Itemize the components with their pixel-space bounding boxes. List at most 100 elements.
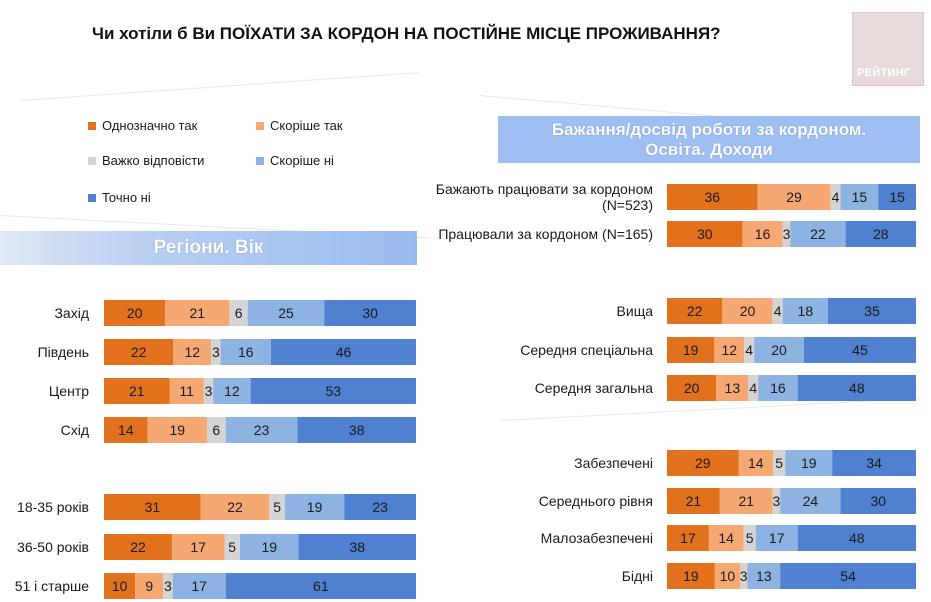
bar-segment — [147, 417, 207, 443]
bar-segment — [165, 300, 230, 326]
bar-segment — [803, 337, 916, 363]
category-label: 51 і старше — [15, 578, 90, 594]
data-label: 4 — [832, 189, 840, 205]
data-label: 19 — [683, 342, 699, 358]
legend-label-1: Скоріше так — [270, 118, 343, 133]
data-label: 20 — [771, 342, 787, 358]
data-label: 21 — [686, 493, 702, 509]
data-label: 22 — [227, 499, 243, 515]
data-label: 25 — [278, 305, 294, 321]
bar-segment — [239, 534, 299, 560]
bar-segment — [742, 221, 783, 247]
bar-segment — [203, 378, 214, 404]
data-label: 17 — [190, 539, 206, 555]
category-label: 36-50 років — [17, 539, 89, 555]
data-label: 23 — [254, 422, 270, 438]
data-label: 22 — [810, 226, 826, 242]
bar-segment — [758, 375, 798, 401]
data-label: 22 — [131, 344, 147, 360]
category-label: Вища — [617, 303, 654, 319]
bar-segment — [104, 573, 136, 599]
data-label: 5 — [775, 455, 783, 471]
data-label: 19 — [307, 499, 323, 515]
data-label: 21 — [190, 305, 206, 321]
bar-segment — [772, 488, 781, 514]
bar-segment — [284, 494, 345, 520]
data-label: 38 — [349, 422, 365, 438]
bar-segment — [667, 450, 739, 476]
bar-segment — [271, 339, 416, 365]
data-label: 5 — [746, 530, 754, 546]
data-label: 53 — [326, 383, 342, 399]
data-label: 30 — [362, 305, 378, 321]
bar-segment — [229, 300, 248, 326]
bar-segment — [722, 298, 773, 324]
data-label: 6 — [235, 305, 243, 321]
data-label: 3 — [773, 493, 781, 509]
bar-segment — [780, 488, 841, 514]
data-label: 48 — [849, 530, 865, 546]
bar-segment — [840, 184, 879, 210]
legend-label-2: Важко відповісти — [102, 153, 205, 168]
data-label: 16 — [755, 226, 771, 242]
bar-segment — [797, 525, 916, 551]
data-label: 34 — [866, 455, 882, 471]
data-label: 3 — [212, 344, 220, 360]
category-label: Працювали за кордоном (N=165) — [438, 226, 653, 242]
data-label: 14 — [748, 455, 764, 471]
legend-swatch-3 — [256, 156, 264, 165]
chart-legend: Однозначно так Скоріше так Важко відпові… — [88, 112, 388, 212]
data-label: 21 — [129, 383, 145, 399]
bar-segment — [200, 494, 270, 520]
bar-segment — [667, 298, 723, 324]
bar-segment — [213, 378, 251, 404]
bar-segment — [714, 337, 745, 363]
data-label: 10 — [720, 568, 736, 584]
data-label: 9 — [145, 578, 153, 594]
category-label: Південь — [38, 344, 89, 360]
data-label: 13 — [725, 380, 741, 396]
category-label: Забезпечені — [574, 455, 653, 471]
data-label: 38 — [350, 539, 366, 555]
category-label: Середнього рівня — [539, 493, 653, 509]
bar-segment — [225, 573, 416, 599]
bar-segment — [211, 339, 221, 365]
bar-segment — [797, 375, 916, 401]
bar-segment — [782, 221, 791, 247]
data-label: 12 — [184, 344, 200, 360]
bar-segment — [830, 184, 841, 210]
category-label: Бажають працювати за кордоном (N=523) — [436, 181, 653, 213]
data-label: 21 — [738, 493, 754, 509]
data-label: 3 — [205, 383, 213, 399]
data-label: 4 — [745, 342, 753, 358]
legend-swatch-4 — [88, 193, 96, 202]
bar-segment — [104, 534, 172, 560]
bar-segment — [667, 375, 717, 401]
data-label: 18 — [798, 303, 814, 319]
legend-label-0: Однозначно так — [102, 118, 198, 133]
category-label: Схід — [61, 422, 89, 438]
category-label: Захід — [54, 305, 89, 321]
bar-segment — [878, 184, 916, 210]
bar-segment — [827, 298, 916, 324]
bar-segment — [772, 298, 783, 324]
bar-segment — [206, 417, 226, 443]
bar-segment — [790, 221, 846, 247]
bar-segment — [747, 563, 781, 589]
section-title-line-2: Освіта. Доходи — [645, 140, 773, 159]
category-label: Середня загальна — [535, 380, 654, 396]
category-label: Малозабезпечені — [541, 530, 653, 546]
category-label: 18-35 років — [17, 499, 89, 515]
data-label: 48 — [849, 380, 865, 396]
data-label: 30 — [697, 226, 713, 242]
legend-swatch-2 — [88, 156, 96, 165]
bar-segment — [171, 534, 225, 560]
data-label: 36 — [704, 189, 720, 205]
data-label: 6 — [212, 422, 220, 438]
bar-segment — [173, 339, 212, 365]
legend-swatch-0 — [88, 121, 96, 130]
bar-segment — [840, 488, 916, 514]
section-title-line-1: Бажання/досвід роботи за кордоном. — [551, 120, 867, 139]
page-title: Чи хотіли б Ви ПОЇХАТИ ЗА КОРДОН НА ПОСТ… — [92, 24, 721, 43]
